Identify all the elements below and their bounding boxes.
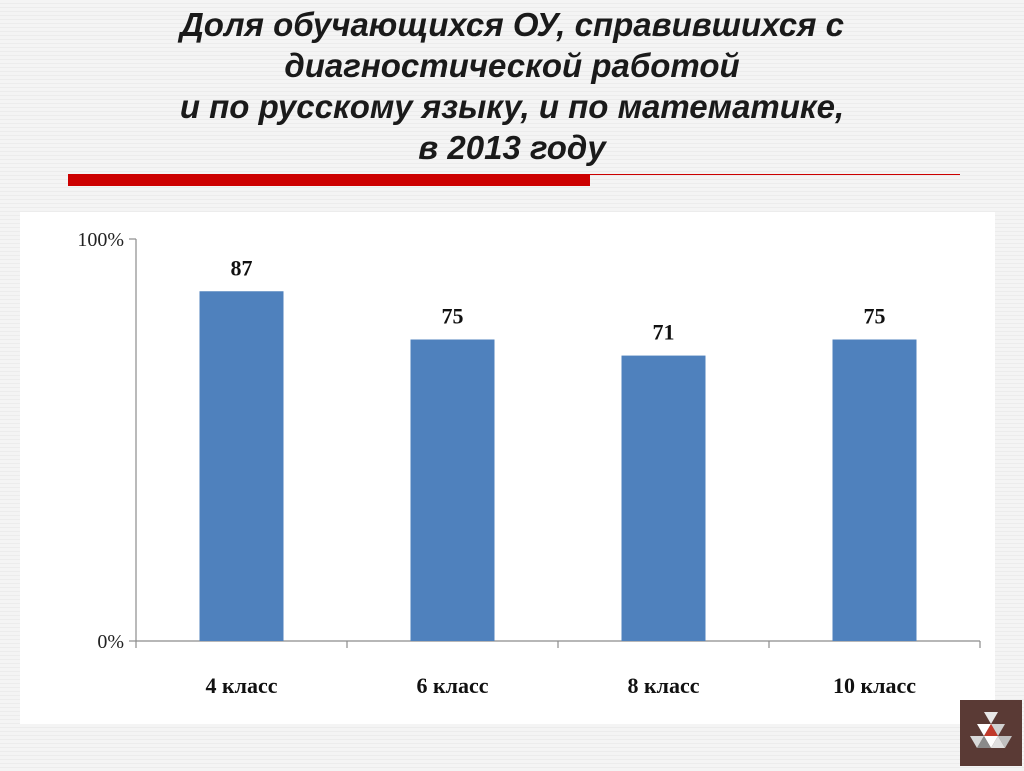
data-label: 71	[653, 320, 675, 345]
bar	[410, 339, 495, 641]
bar	[621, 355, 706, 641]
category-label: 8 класс	[627, 673, 699, 698]
bar	[832, 339, 917, 641]
title-line-3: и по русскому языку, и по математике,	[179, 88, 845, 125]
category-label: 6 класс	[416, 673, 488, 698]
y-tick-label: 100%	[77, 229, 124, 251]
data-label: 75	[442, 304, 464, 329]
title-line-1: Доля обучающихся ОУ, справившихся с	[179, 6, 845, 43]
title-rule-thin	[590, 174, 960, 175]
slide-title: Доля обучающихся ОУ, справившихся с диаг…	[60, 4, 964, 168]
title-rule-thick	[68, 174, 590, 186]
bar-chart: 0% 100% 87 4 класс 75 6 класс 71 8 класс 75 10 к…	[77, 229, 981, 698]
bar	[199, 291, 284, 641]
category-label: 4 класс	[205, 673, 277, 698]
category-label: 10 класс	[833, 673, 916, 698]
chart-bars	[199, 291, 917, 641]
y-tick-label: 0%	[97, 631, 124, 653]
logo-badge	[960, 700, 1022, 766]
title-line-2: диагностической работой	[284, 47, 740, 84]
title-line-4: в 2013 году	[418, 129, 606, 166]
triangle-mosaic-logo-icon	[970, 712, 1012, 748]
data-label: 87	[231, 255, 253, 280]
data-label: 75	[864, 304, 886, 329]
chart-labels: 87 4 класс 75 6 класс 71 8 класс 75 10 класс	[205, 255, 916, 698]
chart-panel: 0% 100% 87 4 класс 75 6 класс 71 8 класс 75 10 к…	[20, 212, 995, 724]
